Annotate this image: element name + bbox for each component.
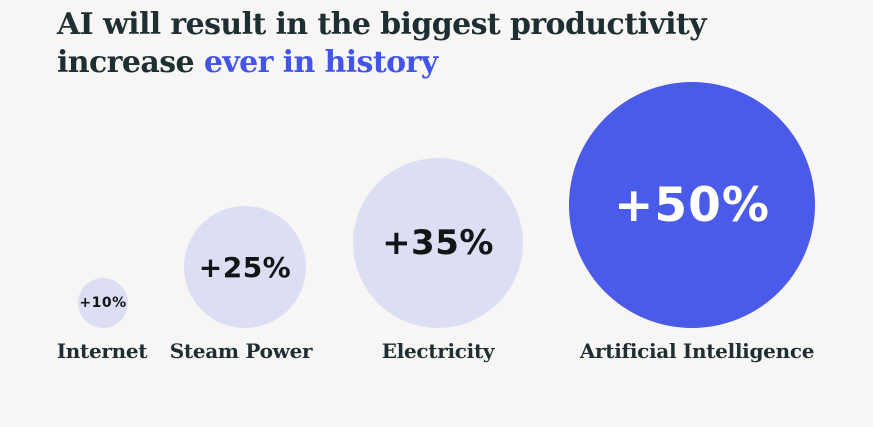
bubble-artificial-intelligence-value: +50%	[614, 177, 770, 233]
bubble-steam-power: +25%	[184, 206, 306, 328]
category-label-steam-power: Steam Power	[169, 339, 313, 363]
bubble-electricity: +35%	[353, 158, 523, 328]
bubble-steam-power-value: +25%	[198, 250, 292, 284]
bubble-electricity-value: +35%	[382, 223, 494, 263]
bubble-internet-value: +10%	[79, 295, 127, 311]
chart-title-highlight: ever in history	[203, 45, 438, 80]
chart-title-line2-prefix: increase	[57, 45, 204, 80]
chart-title-line1: AI will result in the biggest productivi…	[57, 7, 707, 42]
category-label-internet: Internet	[56, 339, 148, 363]
bubble-internet: +10%	[78, 278, 128, 328]
bubble-artificial-intelligence: +50%	[569, 82, 815, 328]
category-label-artificial-intelligence: Artificial Intelligence	[579, 339, 815, 363]
category-label-electricity: Electricity	[381, 339, 495, 363]
chart-title: AI will result in the biggest productivi…	[57, 6, 817, 82]
